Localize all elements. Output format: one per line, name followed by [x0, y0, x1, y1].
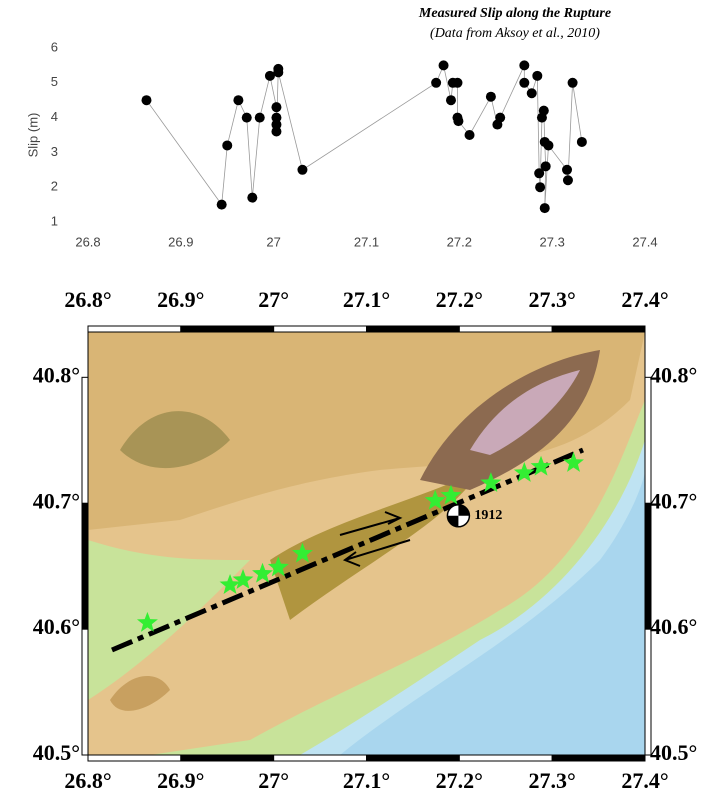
y-tick-label: 1: [51, 213, 58, 228]
x-tick-label: 26.8: [75, 234, 100, 249]
slip-point: [539, 106, 549, 116]
y-tick-label: 40.5°: [650, 740, 697, 765]
slip-point: [242, 113, 252, 123]
figure: Measured Slip along the Rupture (Data fr…: [0, 0, 721, 805]
frame-bar: [88, 326, 181, 332]
x-tick-label: 26.8°: [64, 287, 111, 312]
frame-bar: [82, 629, 88, 755]
x-tick-label: 26.9°: [157, 768, 204, 793]
slip-line: [146, 65, 581, 208]
slip-point: [541, 161, 551, 171]
y-tick-label: 40.5°: [33, 740, 80, 765]
slip-point: [439, 60, 449, 70]
x-tick-label: 27.2°: [436, 287, 483, 312]
frame-bar: [459, 326, 552, 332]
frame-bar: [82, 503, 88, 629]
y-tick-label: 40.6°: [33, 614, 80, 639]
y-tick-label: 6: [51, 39, 58, 54]
frame-bar: [645, 503, 651, 629]
x-tick-label: 27.4°: [621, 768, 668, 793]
x-tick-label: 27.1°: [343, 287, 390, 312]
slip-point: [271, 127, 281, 137]
slip-point: [255, 113, 265, 123]
map-terrain: [88, 332, 645, 755]
x-tick-label: 27.2: [447, 234, 472, 249]
frame-bar: [274, 755, 367, 761]
slip-point: [540, 203, 550, 213]
x-tick-label: 27.4°: [621, 287, 668, 312]
slip-point: [217, 200, 227, 210]
slip-point: [577, 137, 587, 147]
y-tick-label: 40.7°: [33, 488, 80, 513]
slip-point: [535, 182, 545, 192]
chart-title: Measured Slip along the Rupture: [418, 6, 611, 21]
y-tick-label: 2: [51, 179, 58, 194]
x-tick-label: 26.8°: [64, 768, 111, 793]
x-tick-label: 27°: [258, 768, 289, 793]
y-tick-label: 3: [51, 144, 58, 159]
slip-point: [453, 116, 463, 126]
event-label: 1912: [474, 508, 502, 523]
x-tick-label: 26.9: [168, 234, 193, 249]
frame-bar: [552, 326, 645, 332]
slip-point: [431, 78, 441, 88]
slip-point: [568, 78, 578, 88]
frame-bar: [88, 755, 181, 761]
y-axis-label: Slip (m): [25, 113, 40, 158]
slip-point: [486, 92, 496, 102]
y-tick-label: 40.6°: [650, 614, 697, 639]
x-tick-label: 26.9°: [157, 287, 204, 312]
slip-point: [273, 67, 283, 77]
x-tick-label: 27.3: [540, 234, 565, 249]
slip-point: [446, 95, 456, 105]
slip-point: [222, 140, 232, 150]
y-tick-label: 5: [51, 74, 58, 89]
slip-point: [519, 60, 529, 70]
frame-bar: [367, 326, 460, 332]
slip-point: [233, 95, 243, 105]
slip-point: [271, 102, 281, 112]
frame-bar: [367, 755, 460, 761]
x-tick-label: 27: [266, 234, 280, 249]
slip-point: [562, 165, 572, 175]
slip-point: [543, 140, 553, 150]
x-tick-label: 27.2°: [436, 768, 483, 793]
slip-point: [563, 175, 573, 185]
x-tick-label: 27.3°: [529, 287, 576, 312]
chart-subtitle: (Data from Aksoy et al., 2010): [430, 26, 600, 41]
frame-bar: [181, 755, 274, 761]
frame-bar: [181, 326, 274, 332]
slip-point: [141, 95, 151, 105]
x-tick-label: 27.4: [632, 234, 657, 249]
frame-bar: [552, 755, 645, 761]
slip-point: [452, 78, 462, 88]
y-tick-label: 4: [51, 109, 58, 124]
frame-bar: [274, 326, 367, 332]
slip-point: [495, 113, 505, 123]
y-tick-label: 40.8°: [33, 362, 80, 387]
slip-point: [519, 78, 529, 88]
slip-point: [465, 130, 475, 140]
y-tick-label: 40.8°: [650, 362, 697, 387]
x-tick-label: 27°: [258, 287, 289, 312]
frame-bar: [645, 629, 651, 755]
x-tick-label: 27.3°: [529, 768, 576, 793]
page: Measured Slip along the Rupture (Data fr…: [0, 0, 721, 805]
frame-bar: [459, 755, 552, 761]
slip-point: [527, 88, 537, 98]
frame-bar: [645, 377, 651, 503]
slip-point: [532, 71, 542, 81]
slip-point: [297, 165, 307, 175]
y-tick-label: 40.7°: [650, 488, 697, 513]
frame-bar: [82, 377, 88, 503]
x-tick-label: 27.1°: [343, 768, 390, 793]
x-tick-label: 27.1: [354, 234, 379, 249]
slip-point: [247, 193, 257, 203]
